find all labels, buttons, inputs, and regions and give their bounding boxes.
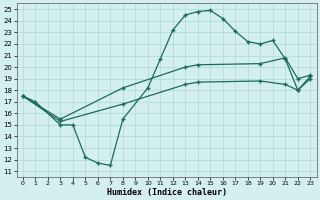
X-axis label: Humidex (Indice chaleur): Humidex (Indice chaleur)	[107, 188, 227, 197]
